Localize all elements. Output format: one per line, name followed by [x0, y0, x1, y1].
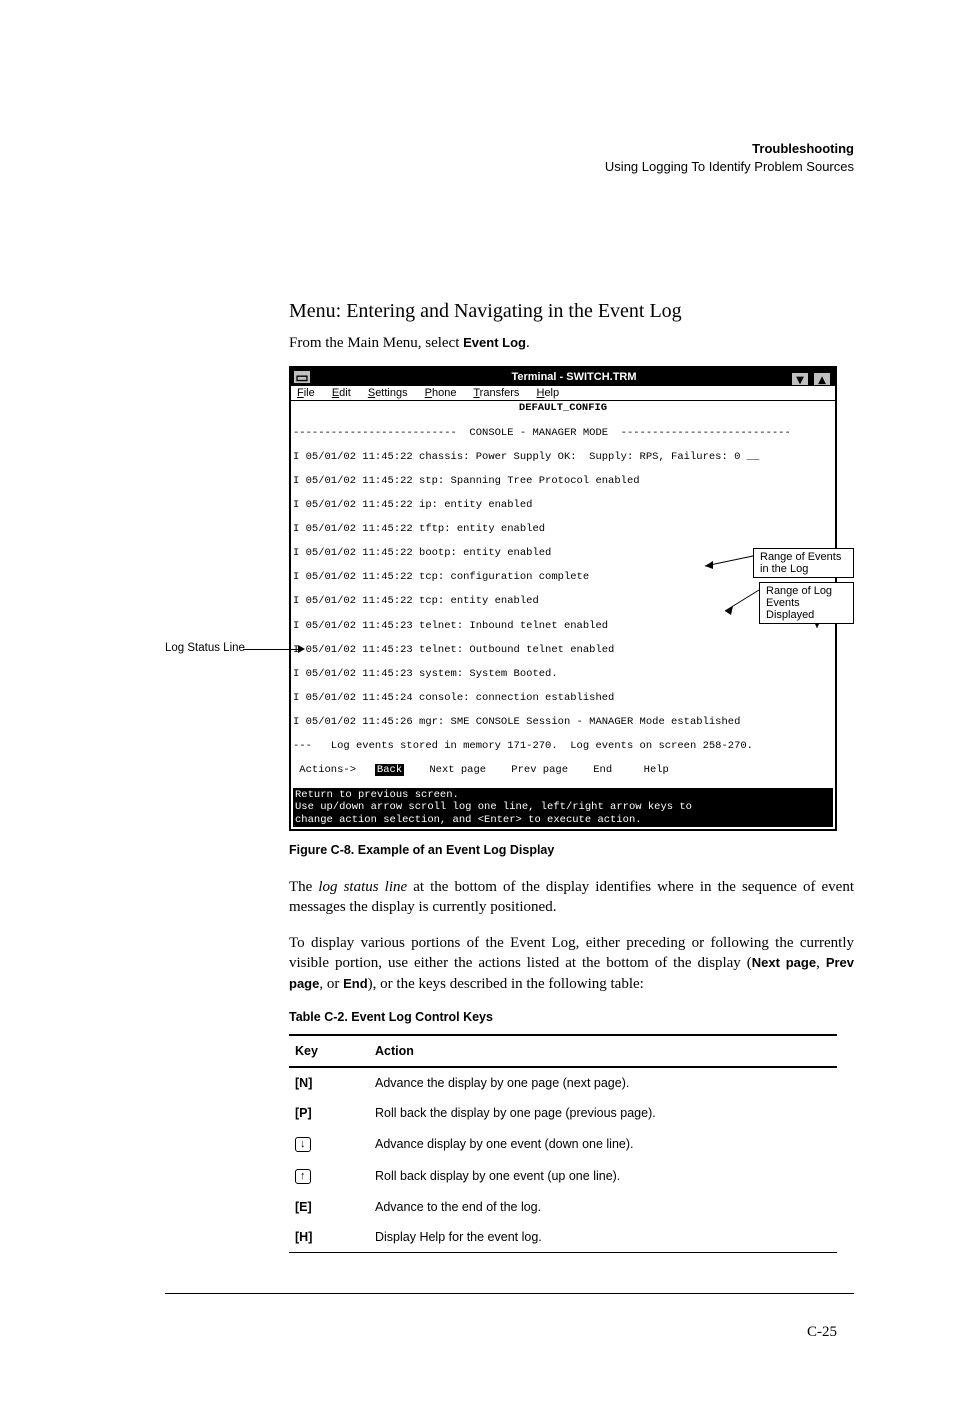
intro-text: From the Main Menu, select Event Log.	[289, 335, 854, 352]
maximize-icon[interactable]: ▴	[813, 372, 831, 386]
table-row: [E] Advance to the end of the log.	[289, 1192, 837, 1222]
log-line: I 05/01/02 11:45:22 stp: Spanning Tree P…	[293, 475, 833, 487]
menu-file[interactable]: File	[297, 387, 315, 399]
paragraph-2: To display various portions of the Event…	[289, 933, 854, 994]
action-cell: Advance to the end of the log.	[369, 1192, 837, 1222]
control-keys-table: Key Action [N] Advance the display by one…	[289, 1034, 837, 1253]
action-cell: Advance the display by one page (next pa…	[369, 1067, 837, 1098]
terminal-window: ▭ Terminal - SWITCH.TRM ▾ ▴ File Edit Se…	[289, 366, 837, 830]
log-line: I 05/01/02 11:45:22 tcp: configuration c…	[293, 571, 833, 583]
mode-line: -------------------------- CONSOLE - MAN…	[293, 427, 833, 439]
action-cell: Display Help for the event log.	[369, 1222, 837, 1253]
log-line: I 05/01/02 11:45:23 system: System Boote…	[293, 668, 833, 680]
log-line: I 05/01/02 11:45:22 tcp: entity enabled	[293, 595, 833, 607]
callout-range-displayed: Range of Log Events Displayed	[759, 582, 854, 624]
menu-help[interactable]: Help	[536, 387, 559, 399]
log-line: I 05/01/02 11:45:26 mgr: SME CONSOLE Ses…	[293, 716, 833, 728]
col-key: Key	[289, 1035, 369, 1067]
action-cell: Roll back the display by one page (previ…	[369, 1098, 837, 1128]
table-row: [P] Roll back the display by one page (pr…	[289, 1098, 837, 1128]
header-subtitle: Using Logging To Identify Problem Source…	[605, 159, 854, 174]
menu-settings[interactable]: Settings	[368, 387, 408, 399]
title-bar: ▭ Terminal - SWITCH.TRM ▾ ▴	[291, 368, 835, 386]
log-line: I 05/01/02 11:45:23 telnet: Outbound tel…	[293, 644, 833, 656]
config-label: DEFAULT_CONFIG	[293, 402, 833, 414]
control-menu-icon[interactable]: ▭	[293, 370, 311, 384]
table-row: [N] Advance the display by one page (next…	[289, 1067, 837, 1098]
paragraph-1: The log status line at the bottom of the…	[289, 877, 854, 918]
menu-phone[interactable]: Phone	[425, 387, 457, 399]
page-number: C-25	[289, 1324, 837, 1341]
log-line: I 05/01/02 11:45:24 console: connection …	[293, 692, 833, 704]
menu-transfers[interactable]: Transfers	[473, 387, 519, 399]
log-line: I 05/01/02 11:45:22 ip: entity enabled	[293, 499, 833, 511]
key-p: [P]	[295, 1106, 312, 1120]
action-prev[interactable]: Prev page	[511, 764, 568, 776]
section-title: Menu: Entering and Navigating in the Eve…	[289, 300, 854, 323]
action-help[interactable]: Help	[644, 764, 669, 776]
key-e: [E]	[295, 1200, 312, 1214]
key-up: ↑	[295, 1169, 311, 1184]
figure-caption: Figure C-8. Example of an Event Log Disp…	[289, 843, 854, 857]
log-line: I 05/01/02 11:45:23 telnet: Inbound teln…	[293, 620, 833, 632]
log-line: I 05/01/02 11:45:22 tftp: entity enabled	[293, 523, 833, 535]
key-h: [H]	[295, 1230, 312, 1244]
table-body: [N] Advance the display by one page (next…	[289, 1067, 837, 1253]
action-cell: Advance display by one event (down one l…	[369, 1128, 837, 1160]
window-title: Terminal - SWITCH.TRM	[313, 371, 835, 383]
menu-edit[interactable]: Edit	[332, 387, 351, 399]
table-row: ↑ Roll back display by one event (up one …	[289, 1160, 837, 1192]
actions-line: Actions-> Back Next page Prev page End H…	[293, 764, 833, 776]
status-line: --- Log events stored in memory 171-270.…	[293, 740, 833, 752]
terminal-footer: Return to previous screen. Use up/down a…	[293, 788, 833, 826]
action-back[interactable]: Back	[375, 764, 404, 776]
col-action: Action	[369, 1035, 837, 1067]
log-line: I 05/01/02 11:45:22 chassis: Power Suppl…	[293, 451, 833, 463]
key-n: [N]	[295, 1076, 312, 1090]
table-row: [H] Display Help for the event log.	[289, 1222, 837, 1253]
minimize-icon[interactable]: ▾	[791, 372, 809, 386]
terminal-body: DEFAULT_CONFIG -------------------------…	[291, 401, 835, 828]
table-caption: Table C-2. Event Log Control Keys	[289, 1010, 854, 1024]
key-down: ↓	[295, 1137, 311, 1152]
action-end[interactable]: End	[593, 764, 612, 776]
action-cell: Roll back display by one event (up one l…	[369, 1160, 837, 1192]
menu-bar: File Edit Settings Phone Transfers Help	[291, 386, 835, 401]
header-title: Troubleshooting	[752, 141, 854, 156]
figure-block: Log Status Line ▭ Terminal - SWITCH.TRM …	[165, 366, 854, 830]
footer-rule	[165, 1293, 854, 1294]
log-line: I 05/01/02 11:45:22 bootp: entity enable…	[293, 547, 833, 559]
table-row: ↓ Advance display by one event (down one …	[289, 1128, 837, 1160]
callout-log-status: Log Status Line	[165, 642, 275, 654]
page-header: Troubleshooting Using Logging To Identif…	[165, 140, 854, 176]
action-next[interactable]: Next page	[429, 764, 486, 776]
callout-range-log: Range of Events in the Log	[753, 548, 854, 578]
